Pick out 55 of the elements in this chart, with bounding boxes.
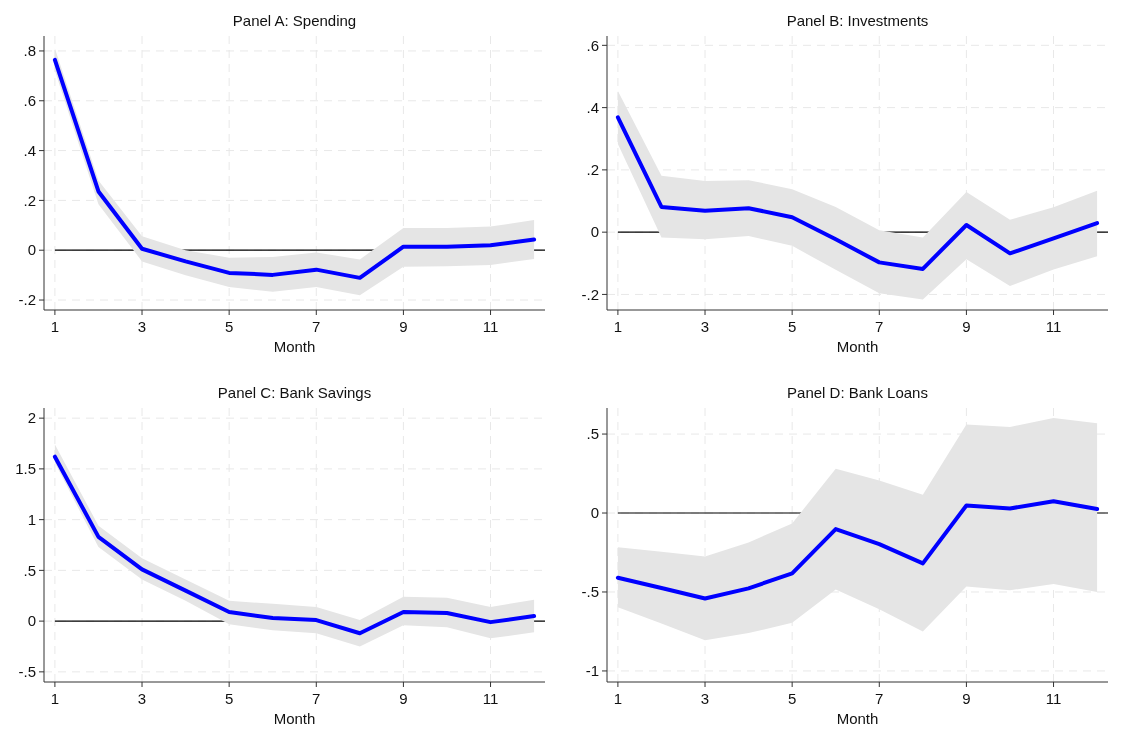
- x-tick-label: 7: [312, 318, 321, 335]
- x-tick-label: 11: [482, 690, 499, 707]
- x-tick-label: 11: [1045, 318, 1062, 335]
- y-tick-label: 0: [27, 612, 36, 630]
- x-tick-label: 5: [224, 318, 234, 335]
- y-tick-label: 1.5: [15, 460, 36, 478]
- y-tick-label: -1: [585, 662, 599, 680]
- x-tick-label: 7: [875, 690, 884, 707]
- x-tick-label: 1: [613, 318, 623, 335]
- x-tick-label: 3: [700, 690, 710, 707]
- x-tick-label: 3: [137, 318, 147, 335]
- y-tick-label: .4: [586, 98, 599, 116]
- x-tick-label: 9: [962, 318, 971, 335]
- y-tick-label: .5: [23, 561, 36, 579]
- y-tick-label: .6: [586, 36, 599, 54]
- y-tick-label: 2: [27, 409, 36, 427]
- x-tick-label: 7: [875, 318, 884, 335]
- y-tick-label: 0: [590, 504, 599, 522]
- x-tick-label: 1: [50, 690, 60, 707]
- chart-title: Panel A: Spending: [232, 12, 357, 29]
- line-series: [615, 115, 1100, 271]
- line-series: [615, 499, 1100, 601]
- y-tick-label: .5: [586, 425, 599, 443]
- chart-title: Panel B: Investments: [786, 12, 929, 29]
- x-tick-label: 5: [787, 318, 797, 335]
- x-tick-label: 3: [700, 318, 710, 335]
- x-axis-title: Month: [836, 338, 879, 355]
- y-tick-label: .4: [23, 141, 36, 159]
- x-tick-label: 5: [224, 690, 234, 707]
- x-tick-label: 5: [787, 690, 797, 707]
- y-tick-label: .2: [23, 191, 36, 209]
- x-axis-title: Month: [836, 710, 879, 727]
- x-tick-label: 9: [399, 690, 408, 707]
- chart-title: Panel D: Bank Loans: [787, 384, 928, 401]
- y-tick-label: 0: [27, 241, 36, 259]
- y-tick-label: -.2: [581, 285, 599, 303]
- x-axis-title: Month: [273, 710, 316, 727]
- x-tick-label: 9: [399, 318, 408, 335]
- x-tick-label: 7: [312, 690, 321, 707]
- x-tick-label: 1: [50, 318, 60, 335]
- x-tick-label: 3: [137, 690, 147, 707]
- y-tick-label: .6: [23, 92, 36, 110]
- y-tick-label: 0: [590, 223, 599, 241]
- x-tick-label: 11: [482, 318, 499, 335]
- y-tick-label: -.2: [18, 291, 36, 309]
- x-tick-label: 1: [613, 690, 623, 707]
- x-axis-title: Month: [273, 338, 316, 355]
- chart-title: Panel C: Bank Savings: [217, 384, 372, 401]
- y-tick-label: -.5: [581, 583, 599, 601]
- x-tick-label: 9: [962, 690, 971, 707]
- y-tick-label: 1: [27, 510, 36, 528]
- y-tick-label: .2: [586, 161, 599, 179]
- y-tick-label: -.5: [18, 663, 36, 681]
- x-tick-label: 11: [1045, 690, 1062, 707]
- y-tick-label: .8: [23, 42, 36, 60]
